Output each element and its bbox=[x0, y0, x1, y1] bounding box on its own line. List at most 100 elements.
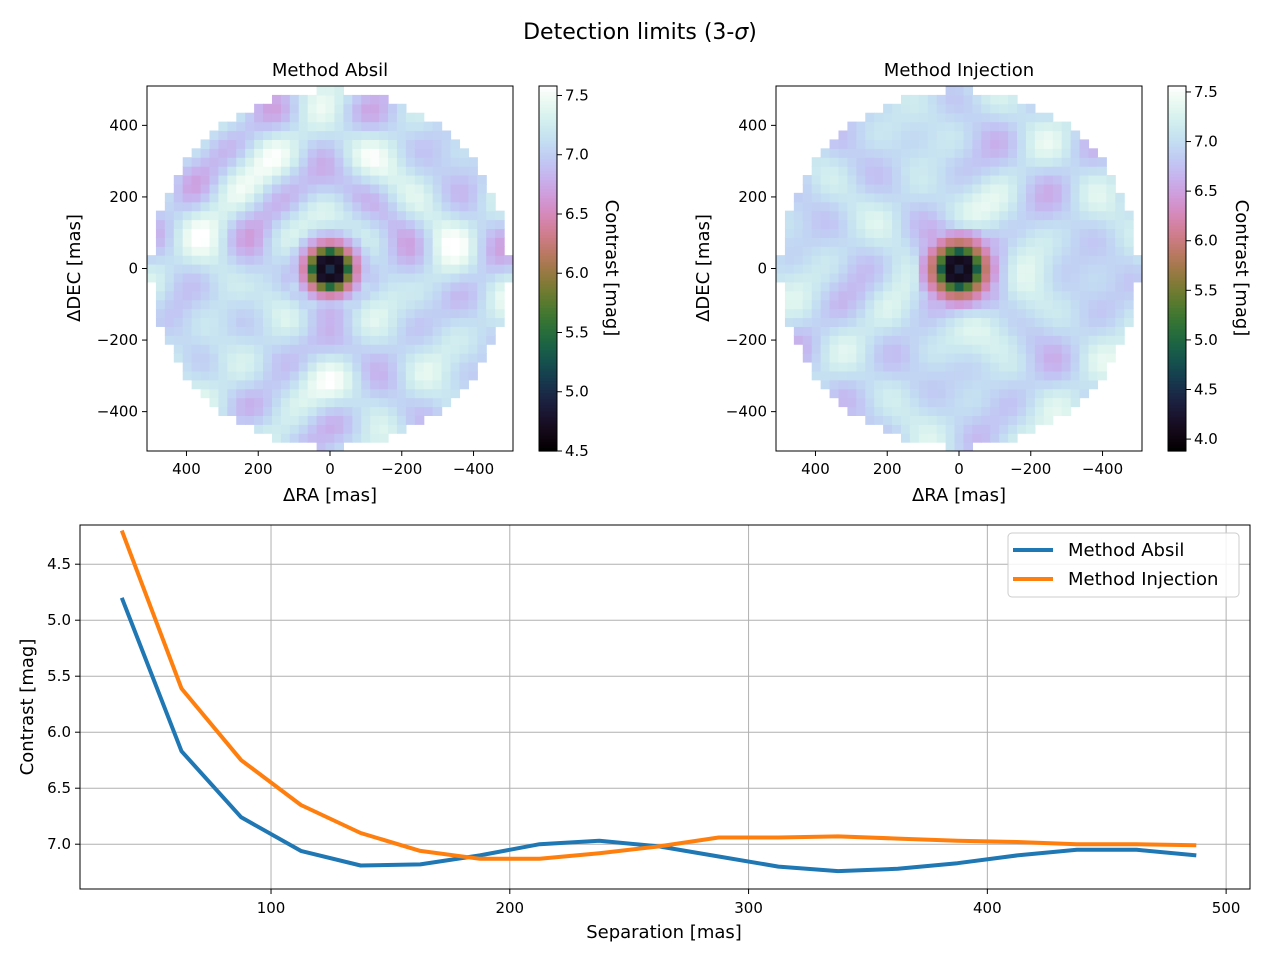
heatmap-cell bbox=[334, 130, 344, 141]
heatmap-cell bbox=[352, 175, 362, 185]
heatmap-cell bbox=[1008, 308, 1018, 319]
colorbar-segment bbox=[539, 225, 557, 230]
heatmap-cell bbox=[316, 272, 327, 283]
heatmap-cell bbox=[432, 130, 443, 141]
heatmap-cell bbox=[802, 308, 813, 319]
heatmap-cell bbox=[263, 272, 273, 283]
colorbar-segment bbox=[1168, 219, 1186, 224]
heatmap-cell bbox=[361, 255, 371, 265]
heatmap-cell bbox=[361, 148, 371, 158]
heatmap-cell bbox=[972, 335, 982, 345]
heatmap-cell bbox=[999, 246, 1009, 256]
heatmap-cell bbox=[936, 290, 947, 301]
heatmap-cell bbox=[361, 317, 371, 327]
heatmap-cell bbox=[909, 94, 920, 105]
heatmap-cell bbox=[1034, 210, 1045, 221]
heatmap-cell bbox=[1070, 388, 1081, 399]
heatmap-cell bbox=[1017, 210, 1027, 221]
heatmap-cell bbox=[209, 264, 220, 274]
heatmap-cell bbox=[289, 370, 300, 381]
heatmap-cell bbox=[829, 228, 840, 238]
heatmap-cell bbox=[954, 121, 965, 132]
heatmap-cell bbox=[909, 103, 920, 114]
heatmap-cell bbox=[927, 353, 938, 363]
heatmap-cell bbox=[271, 264, 282, 274]
heatmap-cell bbox=[1133, 272, 1142, 283]
y-tick-label: 7.0 bbox=[47, 835, 71, 853]
heatmap-cell bbox=[468, 353, 478, 363]
y-tick-label: −200 bbox=[726, 331, 767, 349]
y-tick-label: −400 bbox=[726, 403, 767, 421]
heatmap-cell bbox=[173, 192, 184, 203]
heatmap-cell bbox=[450, 264, 461, 274]
heatmap-cell bbox=[191, 237, 202, 247]
heatmap-cell bbox=[316, 166, 327, 176]
heatmap-cell bbox=[245, 237, 255, 247]
heatmap-cell bbox=[999, 326, 1009, 336]
heatmap-cell bbox=[1061, 335, 1072, 345]
heatmap-cell bbox=[892, 103, 902, 114]
heatmap-cell bbox=[289, 130, 300, 141]
heatmap-cell bbox=[316, 317, 327, 327]
heatmap-cell bbox=[1052, 272, 1063, 283]
heatmap-cell bbox=[1097, 264, 1107, 274]
heatmap-cell bbox=[900, 415, 911, 425]
heatmap-cell bbox=[289, 157, 300, 167]
heatmap-cell bbox=[1034, 166, 1045, 176]
heatmap-cell bbox=[361, 103, 371, 114]
heatmap-cell bbox=[927, 272, 938, 283]
heatmap-cell bbox=[316, 94, 327, 105]
heatmap-cell bbox=[200, 264, 211, 274]
colorbar-segment bbox=[1168, 201, 1186, 206]
heatmap-cell bbox=[271, 344, 282, 354]
heatmap-cell bbox=[307, 112, 318, 123]
heatmap-cell bbox=[909, 379, 920, 390]
colorbar-segment bbox=[539, 405, 557, 410]
heatmap-cell bbox=[856, 326, 866, 336]
heatmap-cell bbox=[477, 344, 487, 354]
heatmap-cell bbox=[316, 388, 327, 399]
heatmap-cell bbox=[1070, 130, 1081, 141]
heatmap-cell bbox=[856, 237, 866, 247]
heatmap-cell bbox=[271, 139, 282, 149]
heatmap-cell bbox=[1052, 335, 1063, 345]
heatmap-cell bbox=[936, 344, 947, 354]
heatmap-cell bbox=[307, 424, 318, 434]
heatmap-cell bbox=[450, 237, 461, 247]
heatmap-cell bbox=[1008, 130, 1018, 141]
heatmap-cell bbox=[1043, 183, 1054, 194]
heatmap-cell bbox=[423, 281, 434, 292]
heatmap-cell bbox=[820, 246, 831, 256]
heatmap-cell bbox=[173, 183, 184, 194]
heatmap-cell bbox=[856, 201, 866, 212]
heatmap-cell bbox=[379, 272, 389, 283]
heatmap-cell bbox=[245, 175, 255, 185]
heatmap-cell bbox=[388, 424, 398, 434]
heatmap-cell bbox=[1124, 237, 1134, 247]
heatmap-cell bbox=[352, 353, 362, 363]
heatmap-cell bbox=[361, 299, 371, 310]
heatmap-cell bbox=[936, 326, 947, 336]
heatmap-cell bbox=[1124, 290, 1134, 301]
x-tick-label: −400 bbox=[453, 460, 494, 478]
contrast-curve-x-ticks: 100 200 300 400 500 bbox=[257, 889, 1240, 917]
heatmap-cell bbox=[784, 272, 795, 283]
heatmap-cell bbox=[936, 255, 947, 265]
heatmap-cell bbox=[245, 112, 255, 123]
colorbar-segment bbox=[539, 344, 557, 349]
heatmap-cell bbox=[379, 290, 389, 301]
heatmap-cell bbox=[1017, 157, 1027, 167]
heatmap-cell bbox=[1034, 148, 1045, 158]
heatmap-cell bbox=[495, 308, 505, 319]
heatmap-cell bbox=[1025, 361, 1036, 372]
heatmap-cell bbox=[802, 210, 813, 221]
heatmap-cell bbox=[918, 370, 929, 381]
heatmap-cell bbox=[829, 219, 840, 230]
heatmap-cell bbox=[200, 210, 211, 221]
heatmap-cell bbox=[370, 388, 380, 399]
heatmap-cell bbox=[316, 237, 327, 247]
heatmap-cell bbox=[200, 370, 211, 381]
heatmap-cell bbox=[245, 121, 255, 132]
heatmap-cell bbox=[892, 139, 902, 149]
heatmap-cell bbox=[811, 370, 822, 381]
